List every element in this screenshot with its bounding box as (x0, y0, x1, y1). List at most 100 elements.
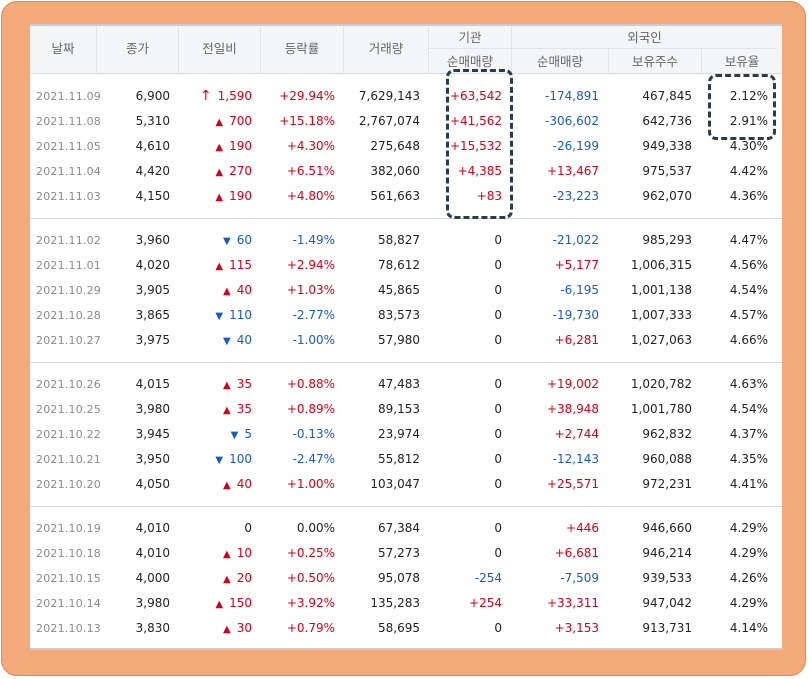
foreign-net-cell: -23,223 (552, 189, 599, 203)
up-triangle-icon: ▲ (223, 574, 231, 585)
change-value: 190 (229, 189, 252, 203)
table-row: 2021.10.21 3,950 ▼ 100 -2.47% 55,812 0 -12,143 9… (30, 447, 782, 472)
up-triangle-icon: ▲ (223, 405, 231, 416)
institution-net-cell: 0 (494, 377, 502, 391)
table-row: 2021.10.14 3,980 ▲ 150 +3.92% 135,283 +254 +33,… (30, 591, 782, 616)
change-cell: ▲ 20 (223, 566, 252, 591)
close-cell: 3,945 (135, 427, 170, 441)
table-row: 2021.10.15 4,000 ▲ 20 +0.50% 95,078 -254 -7,509… (30, 566, 782, 591)
change-cell: ▲ 190 (215, 184, 252, 209)
table-row: 2021.10.20 4,050 ▲ 40 +1.00% 103,047 0 +25,571 9… (30, 472, 782, 497)
date-cell: 2021.10.21 (36, 453, 101, 466)
institution-net-cell: 0 (494, 452, 502, 466)
institution-net-cell: +254 (469, 596, 502, 610)
header-divider (96, 26, 97, 73)
up-triangle-icon: ▲ (215, 261, 224, 272)
date-cell: 2021.11.09 (36, 90, 101, 103)
ratio-cell: 4.57% (729, 308, 768, 322)
ratio-cell: 4.54% (729, 402, 768, 416)
table-row: 2021.10.25 3,980 ▲ 35 +0.89% 89,153 0 +38,948 1,… (30, 397, 782, 422)
holding-cell: 960,088 (642, 452, 692, 466)
foreign-net-cell: -21,022 (552, 233, 599, 247)
change-cell: ▲ 700 (215, 109, 252, 134)
change-value: 110 (229, 308, 252, 322)
volume-cell: 78,612 (378, 258, 420, 272)
date-cell: 2021.10.15 (36, 572, 101, 585)
foreign-net-cell: -19,730 (552, 308, 599, 322)
close-cell: 4,010 (135, 521, 170, 535)
rate-cell: +6.51% (286, 164, 335, 178)
change-value: 40 (236, 283, 252, 297)
ratio-cell: 4.29% (729, 546, 768, 560)
table-row: 2021.10.29 3,905 ▲ 40 +1.03% 45,865 0 -6,195 1,0… (30, 278, 782, 303)
date-cell: 2021.10.27 (36, 334, 101, 347)
foreign-net-cell: -26,199 (552, 139, 599, 153)
close-cell: 5,310 (135, 114, 170, 128)
institution-net-cell: 0 (494, 402, 502, 416)
ratio-cell: 4.41% (729, 477, 768, 491)
volume-cell: 58,695 (378, 621, 420, 635)
table-row: 2021.11.04 4,420 ▲ 270 +6.51% 382,060 +4,385 +1… (30, 159, 782, 184)
holding-cell: 1,001,780 (630, 402, 692, 416)
volume-cell: 58,827 (378, 233, 420, 247)
volume-cell: 45,865 (378, 283, 420, 297)
rate-cell: +3.92% (286, 596, 335, 610)
holding-cell: 913,731 (642, 621, 692, 635)
header-close: 종가 (125, 41, 149, 56)
holding-cell: 962,832 (642, 427, 692, 441)
change-value: 35 (236, 377, 252, 391)
close-cell: 3,980 (135, 402, 170, 416)
ratio-cell: 4.14% (729, 621, 768, 635)
change-cell: ▼ 40 (223, 328, 252, 353)
holding-cell: 975,537 (642, 164, 692, 178)
holding-cell: 467,845 (642, 89, 692, 103)
close-cell: 3,905 (135, 283, 170, 297)
rate-cell: 0.00% (296, 521, 335, 535)
change-value: 5 (244, 427, 252, 441)
holding-cell: 642,736 (642, 114, 692, 128)
foreign-net-cell: -12,143 (552, 452, 599, 466)
close-cell: 4,050 (135, 477, 170, 491)
date-cell: 2021.11.04 (36, 165, 101, 178)
ratio-cell: 4.56% (729, 258, 768, 272)
foreign-net-cell: +446 (566, 521, 599, 535)
change-cell: ▲ 35 (223, 397, 252, 422)
rate-cell: +0.88% (286, 377, 335, 391)
change-value: 60 (236, 233, 252, 247)
foreign-net-cell: -6,195 (560, 283, 599, 297)
institution-net-cell: 0 (494, 521, 502, 535)
rate-cell: +0.79% (286, 621, 335, 635)
change-cell: ▲ 270 (215, 159, 252, 184)
ratio-cell: 2.91% (729, 114, 768, 128)
change-value: 700 (229, 114, 252, 128)
change-value: 35 (236, 402, 252, 416)
institution-net-cell: +4,385 (457, 164, 502, 178)
institution-net-cell: +63,542 (449, 89, 502, 103)
volume-cell: 89,153 (378, 402, 420, 416)
date-cell: 2021.10.29 (36, 284, 101, 297)
foreign-net-cell: +3,153 (554, 621, 599, 635)
date-cell: 2021.10.26 (36, 378, 101, 391)
date-cell: 2021.10.20 (36, 478, 101, 491)
rate-cell: +29.94% (279, 89, 335, 103)
date-cell: 2021.11.05 (36, 140, 101, 153)
holding-cell: 946,660 (642, 521, 692, 535)
holding-cell: 972,231 (642, 477, 692, 491)
date-cell: 2021.10.25 (36, 403, 101, 416)
volume-cell: 23,974 (378, 427, 420, 441)
header-divider (701, 49, 702, 73)
institution-net-cell: +15,532 (449, 139, 502, 153)
close-cell: 3,865 (135, 308, 170, 322)
volume-cell: 57,980 (378, 333, 420, 347)
institution-net-cell: 0 (494, 233, 502, 247)
foreign-net-cell: -174,891 (545, 89, 599, 103)
down-triangle-icon: ▼ (223, 236, 231, 247)
holding-cell: 985,293 (642, 233, 692, 247)
ratio-cell: 4.30% (729, 139, 768, 153)
rate-cell: +1.03% (286, 283, 335, 297)
close-cell: 4,010 (135, 546, 170, 560)
rate-cell: +0.50% (286, 571, 335, 585)
ratio-cell: 2.12% (729, 89, 768, 103)
foreign-net-cell: +6,681 (554, 546, 599, 560)
